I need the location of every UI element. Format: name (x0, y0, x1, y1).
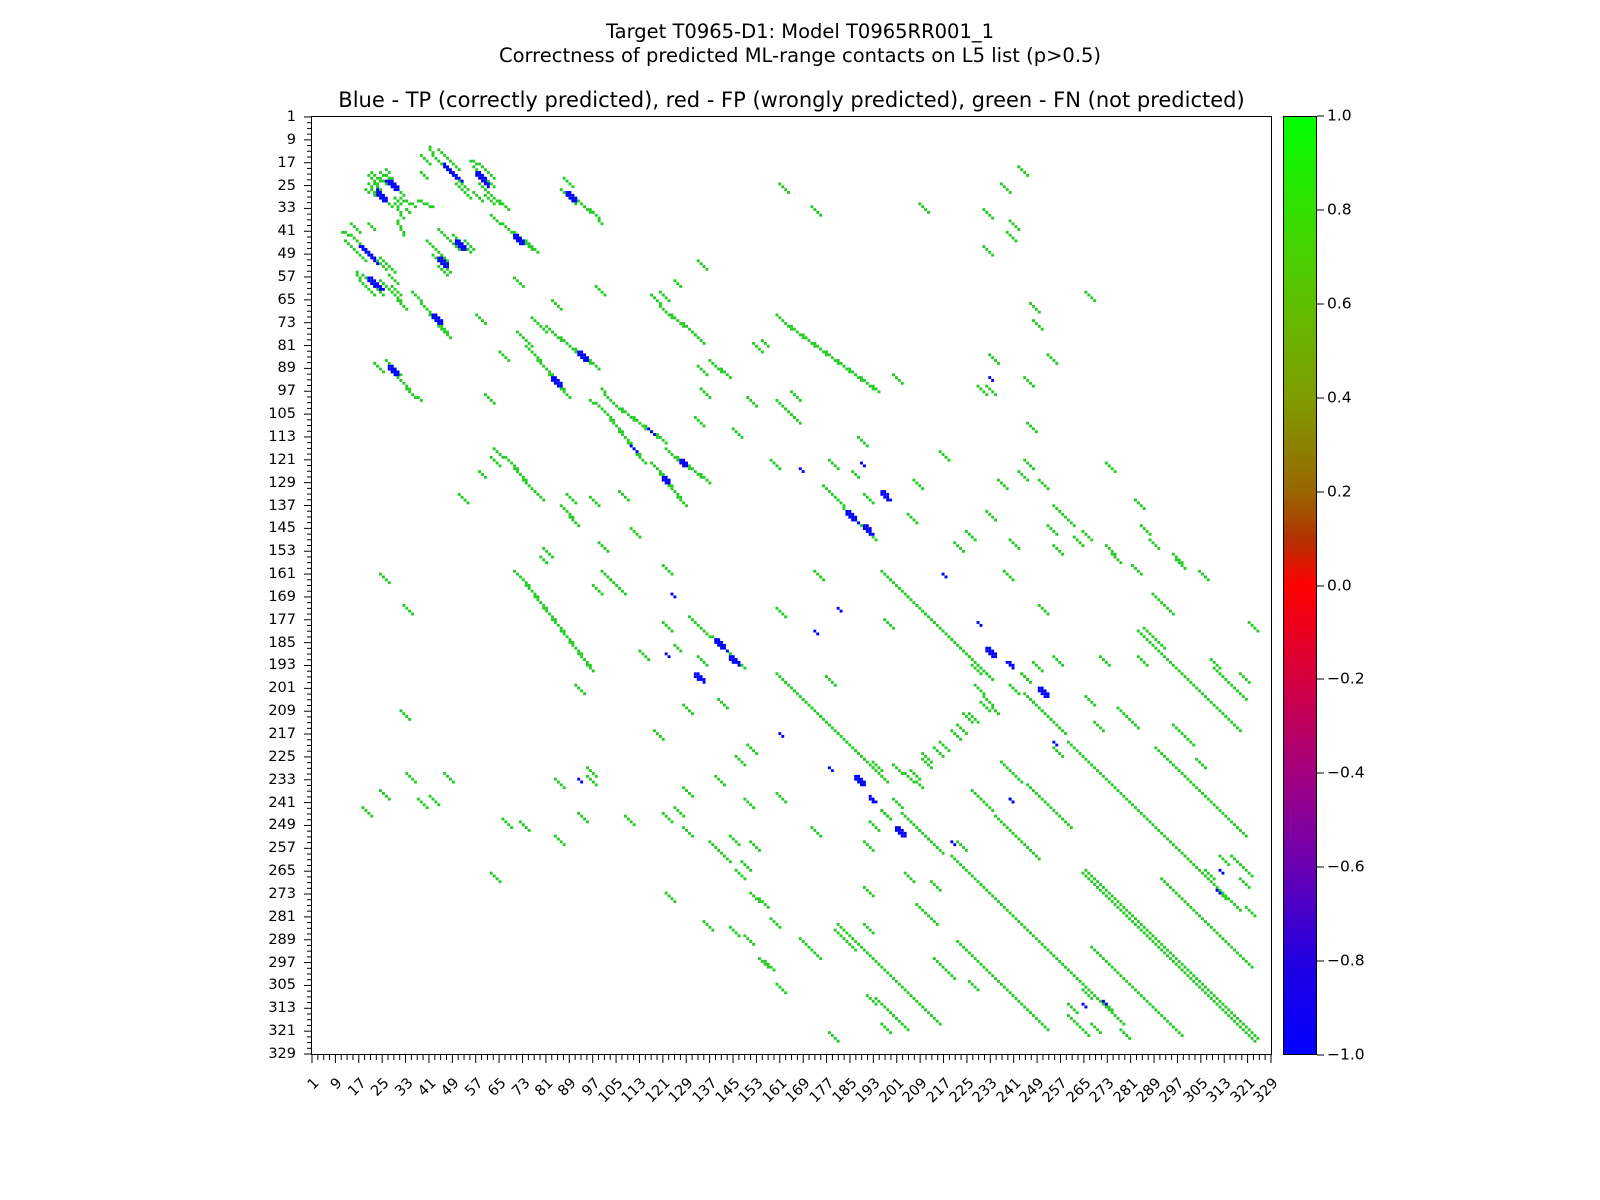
figure-title-block: Target T0965-D1: Model T0965RR001_1 Corr… (0, 20, 1600, 68)
colorbar-tick-label: 0.2 (1327, 481, 1352, 500)
colorbar-tick-label: −0.2 (1327, 669, 1365, 688)
axes-legend-title: Blue - TP (correctly predicted), red - F… (338, 88, 1245, 112)
x-axis-ticks (311, 1055, 1272, 1063)
y-tick-label: 137 (268, 497, 296, 514)
figure-title-line-2: Correctness of predicted ML-range contac… (498, 44, 1102, 67)
colorbar-tick-label: 1.0 (1327, 106, 1352, 125)
colorbar-tick (1317, 1054, 1324, 1056)
y-tick-label: 41 (277, 223, 296, 240)
colorbar-tick (1317, 585, 1324, 586)
y-tick-label: 73 (277, 314, 296, 331)
colorbar-tick-label: 0.8 (1327, 200, 1352, 219)
y-tick-label: 329 (268, 1045, 296, 1062)
y-tick-label: 273 (268, 885, 296, 902)
y-tick-label: 257 (268, 840, 296, 857)
y-tick-label: 17 (277, 154, 296, 171)
colorbar-tick (1317, 866, 1324, 868)
y-tick-label: 161 (268, 565, 296, 582)
y-tick-label: 57 (277, 268, 296, 285)
y-tick-label: 89 (277, 360, 296, 377)
y-tick-label: 289 (268, 931, 296, 948)
y-tick-label: 321 (268, 1022, 296, 1039)
contact-series-tp (358, 162, 1225, 1009)
colorbar-tick (1317, 397, 1324, 399)
colorbar-tick (1317, 115, 1324, 117)
colorbar-tick (1317, 209, 1324, 211)
y-tick-label: 33 (277, 200, 296, 217)
y-tick-label: 305 (268, 977, 296, 994)
colorbar-tick (1317, 678, 1324, 680)
colorbar-tick-label: −1.0 (1327, 1045, 1365, 1064)
contact-map-plot-area[interactable] (311, 116, 1272, 1055)
y-tick-label: 281 (268, 908, 296, 925)
y-tick-label: 113 (268, 428, 296, 445)
colorbar-tick-label: 0.0 (1327, 575, 1352, 594)
y-tick-label: 217 (268, 725, 296, 742)
colorbar-tick-label: 0.4 (1327, 387, 1352, 406)
colorbar-tick-label: 0.6 (1327, 294, 1352, 313)
y-tick-label: 97 (277, 382, 296, 399)
figure-title-line-1: Target T0965-D1: Model T0965RR001_1 (605, 20, 995, 43)
y-tick-label: 209 (268, 702, 296, 719)
colorbar-tick-label: −0.4 (1327, 763, 1365, 782)
y-tick-label: 129 (268, 474, 296, 491)
colorbar-tick-label: −0.6 (1327, 857, 1365, 876)
y-tick-label: 153 (268, 542, 296, 559)
colorbar-tick (1317, 491, 1324, 493)
y-tick-label: 105 (268, 405, 296, 422)
y-tick-label: 193 (268, 657, 296, 674)
y-tick-label: 265 (268, 862, 296, 879)
y-tick-label: 169 (268, 588, 296, 605)
y-axis-ticks (304, 116, 312, 1055)
y-tick-label: 9 (286, 131, 296, 148)
contact-map-cells (341, 145, 1260, 1043)
colorbar-tick (1317, 960, 1324, 962)
colorbar-tick (1317, 303, 1324, 305)
y-tick-label: 49 (277, 245, 296, 262)
y-tick-label: 313 (268, 1000, 296, 1017)
y-tick-label: 185 (268, 634, 296, 651)
contact-series-fn (341, 145, 1260, 1043)
y-tick-label: 65 (277, 291, 296, 308)
y-tick-label: 225 (268, 748, 296, 765)
y-tick-label: 249 (268, 817, 296, 834)
y-tick-label: 81 (277, 337, 296, 354)
colorbar[interactable] (1283, 116, 1317, 1055)
y-tick-label: 1 (286, 108, 296, 125)
y-tick-label: 145 (268, 520, 296, 537)
y-tick-label: 25 (277, 177, 296, 194)
y-tick-label: 297 (268, 954, 296, 971)
colorbar-tick (1317, 772, 1324, 774)
y-tick-label: 201 (268, 680, 296, 697)
y-tick-label: 177 (268, 611, 296, 628)
y-tick-label: 121 (268, 451, 296, 468)
y-tick-label: 233 (268, 771, 296, 788)
colorbar-tick-label: −0.8 (1327, 951, 1365, 970)
y-tick-label: 241 (268, 794, 296, 811)
